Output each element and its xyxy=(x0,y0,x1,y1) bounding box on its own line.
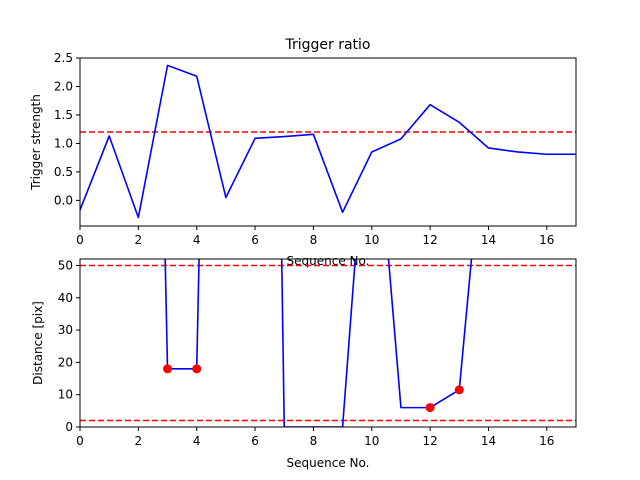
top-xtick-label: 16 xyxy=(539,233,554,247)
top-ytick-label: 0.5 xyxy=(54,165,73,179)
bottom-plot-area xyxy=(80,259,576,427)
bot-ytick-label: 10 xyxy=(58,388,73,402)
bottom-xlabel: Sequence No. xyxy=(287,456,370,470)
bot-ytick-label: 0 xyxy=(65,420,73,434)
bot-xtick-label: 4 xyxy=(193,434,201,448)
bot-xtick-label: 14 xyxy=(481,434,496,448)
bot-xtick-label: 6 xyxy=(251,434,259,448)
subplot-trigger-ratio: Trigger ratio 0 2 4 6 8 10 12 14 16 0.0 0.5 1.0 1.5… xyxy=(29,37,577,268)
top-axes-frame xyxy=(79,57,577,227)
top-ylabel: Trigger strength xyxy=(29,94,43,191)
subplot-distance: 0 2 4 6 8 10 12 14 16 0 10 20 30 40 50 Sequence No. D… xyxy=(31,258,577,470)
top-xtick-label: 4 xyxy=(193,233,201,247)
top-xtick-label: 2 xyxy=(135,233,143,247)
top-ytick-label: 1.5 xyxy=(54,108,73,122)
bottom-axes-frame xyxy=(79,258,577,428)
top-xlabel: Sequence No. xyxy=(287,254,370,268)
top-ytick-label: 0.0 xyxy=(54,193,73,207)
bot-data-point xyxy=(425,403,435,413)
bot-ytick-label: 50 xyxy=(58,258,73,272)
top-xtick-label: 14 xyxy=(481,233,496,247)
top-xtick-label: 6 xyxy=(251,233,259,247)
bot-data-point xyxy=(454,385,464,395)
bot-data-point xyxy=(192,364,202,374)
top-xtick-label: 12 xyxy=(422,233,437,247)
top-xtick-label: 0 xyxy=(76,233,84,247)
bot-xtick-label: 10 xyxy=(364,434,379,448)
bottom-ylabel: Distance [pix] xyxy=(31,301,45,385)
bot-xtick-label: 8 xyxy=(310,434,318,448)
bot-xtick-label: 16 xyxy=(539,434,554,448)
top-series-line xyxy=(80,64,576,219)
top-plot-area xyxy=(80,64,576,219)
bot-xtick-label: 12 xyxy=(422,434,437,448)
top-xtick-label: 8 xyxy=(310,233,318,247)
top-ytick-label: 1.0 xyxy=(54,136,73,150)
bot-ytick-label: 30 xyxy=(58,323,73,337)
bot-data-point xyxy=(163,364,173,374)
top-chart-title: Trigger ratio xyxy=(284,37,370,53)
bot-ytick-label: 20 xyxy=(58,355,73,369)
top-ytick-label: 2.5 xyxy=(54,51,73,65)
bot-ytick-label: 40 xyxy=(58,291,73,305)
top-xtick-label: 10 xyxy=(364,233,379,247)
bot-xtick-label: 0 xyxy=(76,434,84,448)
bot-xtick-label: 2 xyxy=(135,434,143,448)
top-ytick-label: 2.0 xyxy=(54,79,73,93)
